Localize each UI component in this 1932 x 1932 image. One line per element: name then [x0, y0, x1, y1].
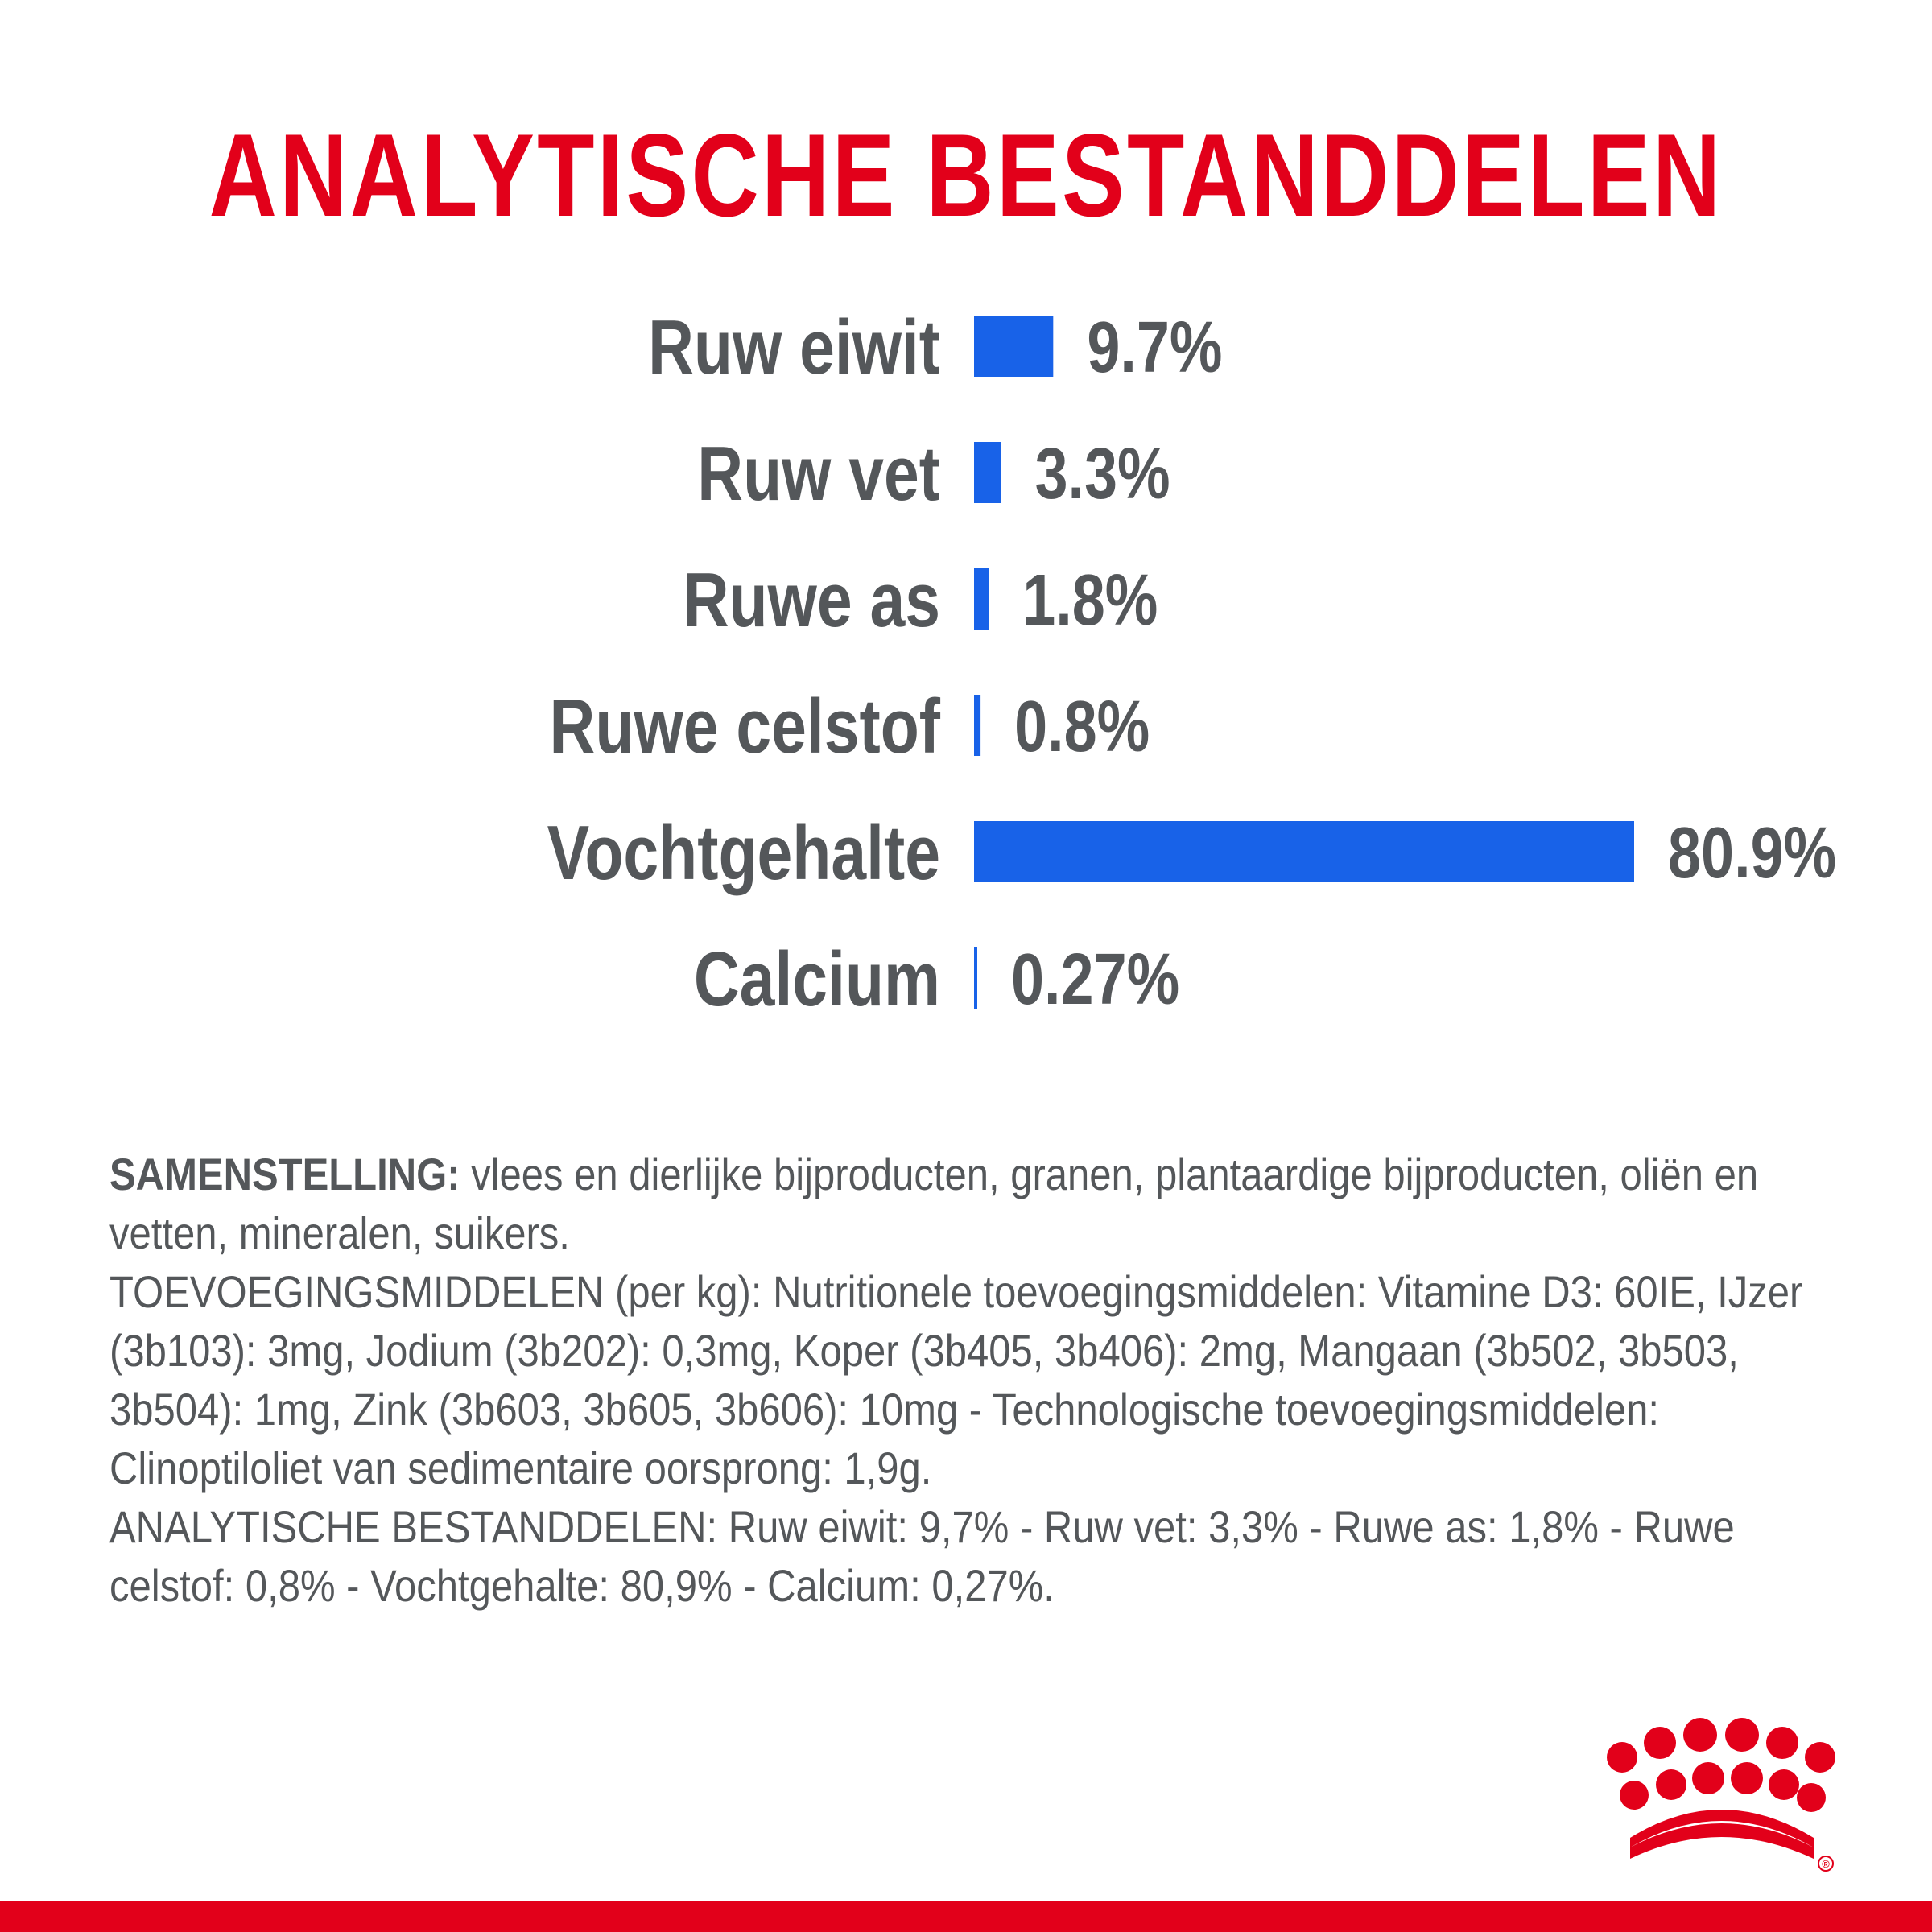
crown-dot	[1725, 1718, 1759, 1752]
bar-chart: Ruw eiwit 9.7% Ruw vet 3.3% Ruwe as 1.8% Ruwe …	[547, 304, 1837, 1022]
crown-base	[1630, 1823, 1814, 1859]
category-label: Ruwe celstof	[550, 683, 941, 770]
crown-dot	[1683, 1718, 1717, 1752]
crown-dot	[1797, 1783, 1826, 1812]
bar	[974, 442, 1001, 503]
crown-dot	[1607, 1742, 1637, 1773]
crown-dot	[1769, 1769, 1799, 1800]
bar	[974, 316, 1054, 377]
chart-title: ANALYTISCHE BESTANDDELEN	[208, 109, 1724, 241]
value-label: 80.9%	[1668, 813, 1836, 894]
value-label: 9.7%	[1087, 308, 1222, 388]
bar	[974, 947, 977, 1009]
composition-text: SAMENSTELLING: vlees en dierlijke bijpro…	[109, 1145, 1843, 1615]
crown-dot	[1731, 1762, 1763, 1794]
crown-dot	[1692, 1762, 1724, 1794]
bar	[974, 821, 1634, 882]
category-label: Ruwe as	[683, 557, 940, 643]
category-label: Ruw eiwit	[648, 304, 940, 390]
crown-logo: ®	[1607, 1718, 1835, 1872]
crown-dot	[1766, 1727, 1798, 1759]
category-label: Ruw vet	[697, 431, 940, 517]
value-label: 0.27%	[1011, 939, 1179, 1020]
category-label: Vochtgehalte	[547, 810, 940, 896]
composition-heading: SAMENSTELLING:	[109, 1149, 460, 1199]
composition-additives: TOEVOEGINGSMIDDELEN (per kg): Nutritione…	[109, 1266, 1803, 1493]
bottom-brand-bar	[0, 1901, 1932, 1932]
value-label: 0.8%	[1014, 687, 1150, 767]
crown-dot	[1656, 1769, 1686, 1800]
composition-paragraph: SAMENSTELLING: vlees en dierlijke bijpro…	[109, 1145, 1843, 1262]
crown-dot	[1805, 1742, 1835, 1773]
composition-analysis: ANALYTISCHE BESTANDDELEN: Ruw eiwit: 9,7…	[109, 1501, 1735, 1611]
crown-dot	[1644, 1727, 1676, 1759]
value-label: 1.8%	[1022, 560, 1158, 641]
chart-marks: Ruw eiwit 9.7% Ruw vet 3.3% Ruwe as 1.8% Ruwe …	[547, 304, 1837, 1022]
registered-mark: ®	[1822, 1858, 1830, 1870]
category-label: Calcium	[694, 936, 940, 1022]
value-label: 3.3%	[1034, 434, 1170, 514]
bar	[974, 568, 989, 630]
crown-dot	[1620, 1781, 1649, 1810]
composition-ingredients: vlees en dierlijke bijproducten, granen,…	[109, 1149, 1759, 1258]
bar	[974, 695, 981, 756]
registered-mark-ring	[1818, 1856, 1834, 1872]
crown-band	[1630, 1810, 1814, 1847]
